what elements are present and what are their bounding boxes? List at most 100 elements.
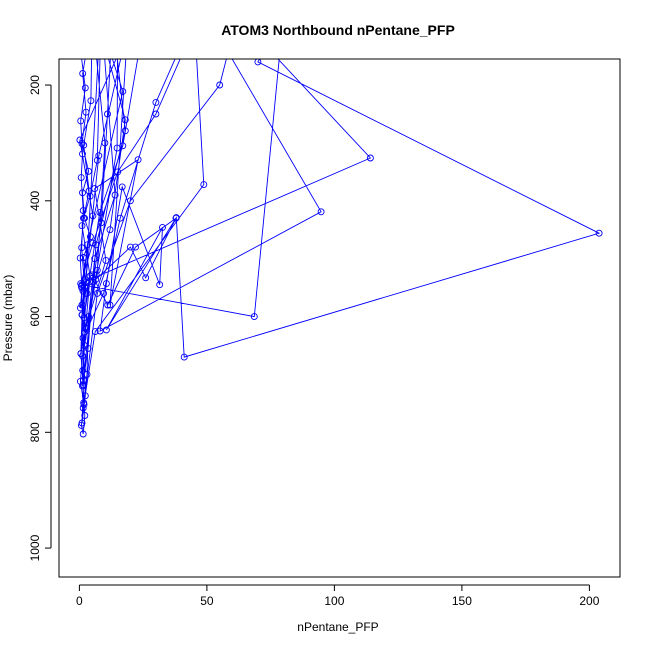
data-point (79, 207, 87, 215)
data-point (119, 142, 127, 150)
data-point (114, 168, 122, 176)
data-point (77, 174, 85, 182)
data-point (102, 256, 110, 264)
data-point (156, 281, 164, 289)
data-point (235, 13, 241, 19)
data-point (79, 366, 87, 374)
data-point (91, 255, 99, 263)
data-point (80, 141, 88, 149)
data-point (93, 156, 101, 164)
data-point (87, 97, 95, 105)
data-point (81, 84, 89, 92)
data-point (79, 430, 87, 438)
data-point (111, 191, 119, 199)
y-tick-label: 600 (28, 306, 42, 326)
data-point (280, 13, 286, 19)
data-point (76, 136, 84, 144)
data-point (92, 276, 100, 283)
data-point (81, 342, 88, 349)
data-point (115, 13, 121, 19)
data-point (81, 392, 89, 400)
data-point (86, 192, 94, 200)
data-point (152, 110, 160, 118)
series-line (79, 59, 601, 435)
data-point (102, 326, 110, 334)
data-point (79, 382, 86, 390)
data-point (204, 13, 210, 19)
data-point (79, 70, 87, 77)
data-point (79, 150, 86, 158)
data-point (250, 313, 258, 321)
data-point (79, 404, 87, 412)
data-point (134, 156, 142, 164)
data-point (133, 13, 139, 19)
data-point (91, 328, 99, 336)
data-point (118, 183, 126, 191)
data-point (95, 152, 103, 160)
data-point (93, 289, 101, 297)
data-point (140, 24, 146, 30)
data-point (126, 243, 134, 251)
data-point (180, 353, 188, 361)
data-point (86, 278, 94, 286)
data-point (172, 214, 180, 222)
data-point (104, 301, 112, 309)
y-tick-label: 1000 (28, 534, 42, 561)
data-point (595, 229, 603, 237)
data-point (77, 350, 85, 358)
data-point (78, 222, 86, 230)
data-point (81, 412, 89, 419)
data-point (89, 239, 97, 247)
data-point (93, 266, 101, 274)
data-point (99, 24, 105, 30)
data-point (80, 314, 88, 322)
data-point (89, 13, 95, 19)
data-point (78, 244, 86, 252)
data-point (78, 281, 86, 289)
data-point (126, 197, 134, 205)
data-point (89, 212, 97, 220)
data-point (78, 419, 86, 427)
data-point (79, 334, 87, 342)
data-point (96, 327, 104, 335)
data-point (106, 301, 114, 309)
x-tick-label: 200 (579, 594, 599, 608)
data-point (116, 214, 124, 222)
x-tick-label: 0 (76, 594, 83, 608)
x-tick-label: 150 (452, 594, 472, 608)
data-point (79, 287, 87, 295)
chart-title: ATOM3 Northbound nPentane_PFP (221, 22, 455, 38)
data-point (98, 13, 104, 19)
data-point (121, 116, 129, 124)
data-point (80, 399, 88, 407)
data-point (86, 233, 94, 241)
data-point (317, 208, 325, 216)
x-axis-label: nPentane_PFP (297, 620, 378, 634)
data-point (152, 98, 160, 106)
data-point (159, 223, 166, 231)
data-point (76, 254, 84, 262)
data-point (77, 44, 83, 50)
y-axis-label: Pressure (mbar) (1, 275, 15, 362)
data-point (80, 214, 87, 222)
data-point (85, 187, 93, 195)
data-point (88, 271, 96, 279)
data-point (119, 87, 127, 95)
data-point (191, 13, 197, 19)
data-point (191, 24, 197, 30)
data-point (200, 181, 208, 189)
data-point (76, 377, 84, 385)
data-point (96, 208, 104, 216)
data-point (83, 289, 91, 297)
data-point (125, 24, 131, 30)
data-point (92, 271, 100, 279)
data-point (106, 226, 114, 234)
axes-layer: 0 50 100 150 200 200 400 600 800 1000 (28, 75, 600, 608)
data-point (78, 140, 86, 147)
y-tick-label: 200 (28, 75, 42, 95)
y-tick-label: 400 (28, 190, 42, 210)
data-point (216, 81, 224, 89)
data-layer (76, 13, 603, 438)
plot-frame (58, 58, 621, 578)
data-point (76, 304, 84, 312)
